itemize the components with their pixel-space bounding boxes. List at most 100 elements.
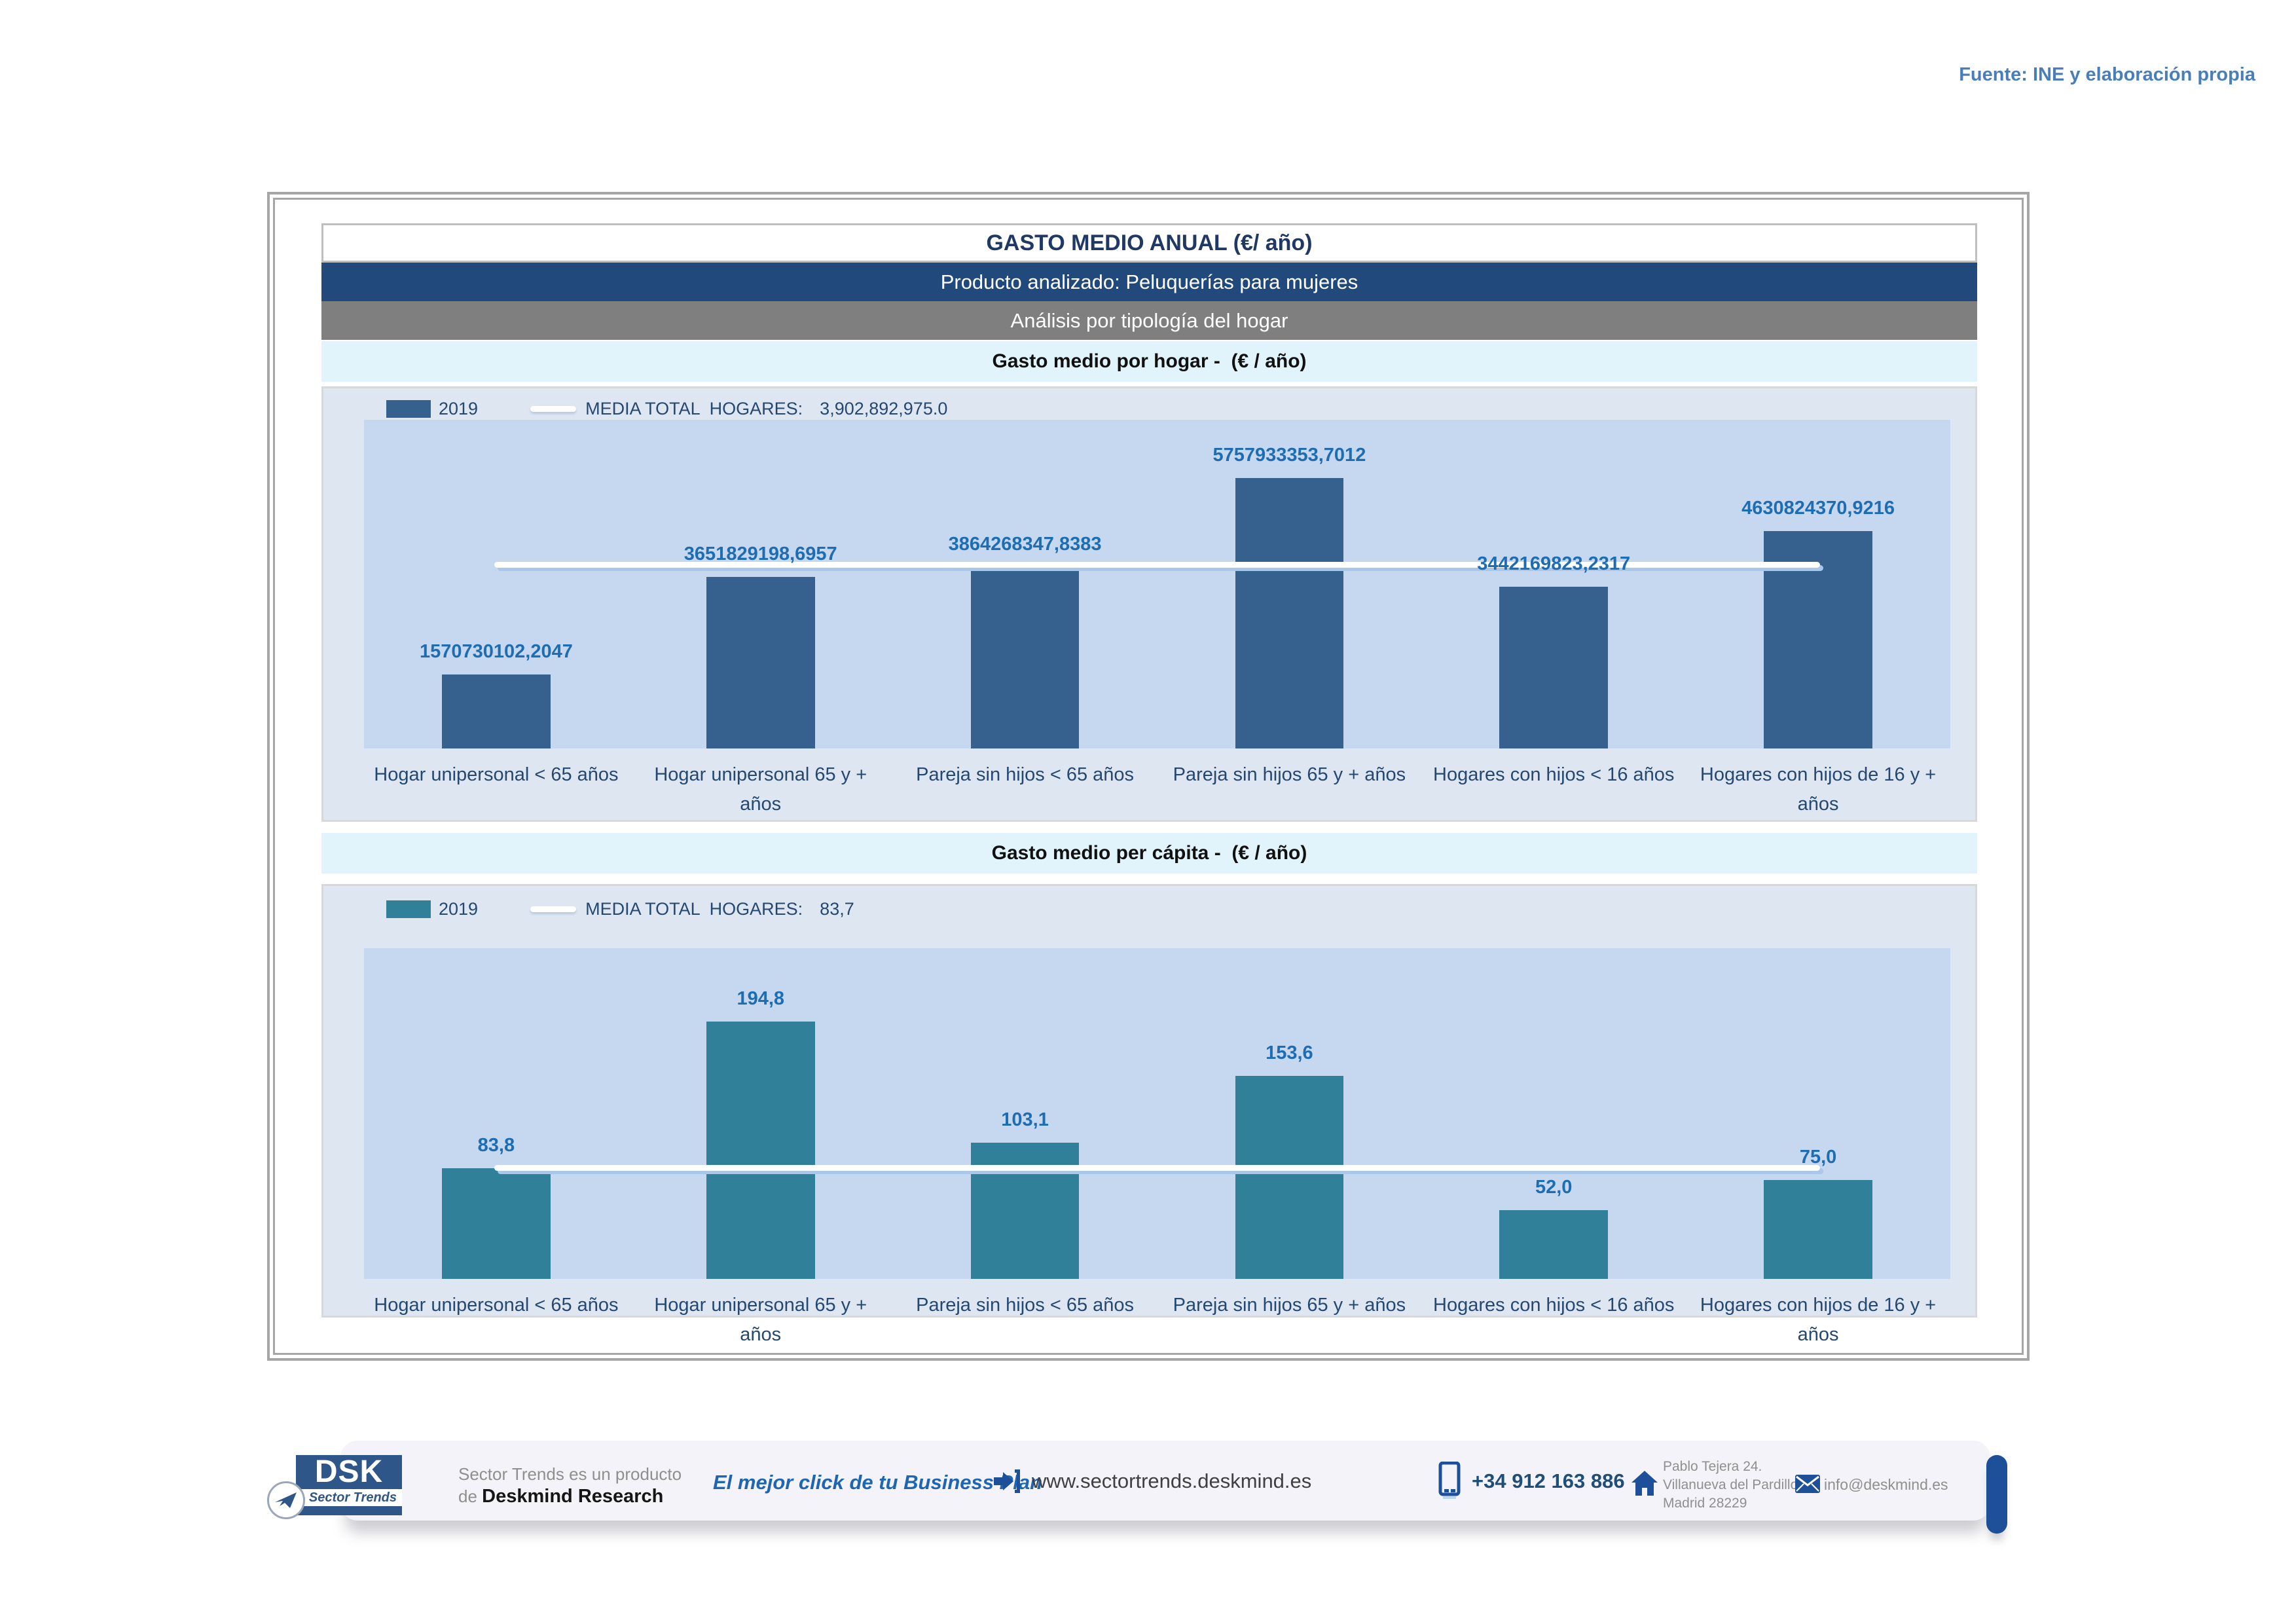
page-title: GASTO MEDIO ANUAL (€/ año) [321,223,1977,263]
footer-tagline: El mejor click de tu Business Plan [713,1471,1043,1494]
chart2-bar-value: 52,0 [1535,1176,1573,1198]
product-analyzed-bar: Producto analizado: Peluquerías para muj… [321,263,1977,301]
chart2-bar [442,1168,551,1279]
chart2-category-label: Hogares con hijos de 16 y + años [1700,1295,1937,1345]
footer-address: Pablo Tejera 24. Villanueva del Pardillo… [1663,1458,1802,1513]
chart2-legend-media-value: 83,7 [820,899,854,919]
chart2-bar-value: 103,1 [1001,1109,1049,1130]
chart1-bar [706,577,815,748]
chart2-category-axis: Hogar unipersonal < 65 años Hogar uniper… [364,1287,1950,1354]
chart2-bar-cell: 103,1 [893,948,1157,1279]
envelope-icon [1795,1475,1820,1496]
chart1-bar [1235,478,1344,748]
chart1-legend-year-swatch [386,400,431,418]
chart1-category-axis: Hogar unipersonal < 65 años Hogar uniper… [364,756,1950,823]
chart2-bar-cell: 194,8 [629,948,893,1279]
analysis-type-bar: Análisis por tipología del hogar [321,301,1977,340]
chart1-bar-value: 3442169823,2317 [1477,553,1631,575]
footer-email[interactable]: info@deskmind.es [1824,1476,1948,1493]
chart1-bar-cell: 3651829198,6957 [629,420,893,748]
chart1-bar-value: 3864268347,8383 [948,533,1102,555]
dsk-logo-sublabel: Sector Trends [308,1490,397,1505]
footer-product-line2-prefix: de [458,1486,483,1506]
chart2-bar-value: 194,8 [737,987,785,1009]
arrow-bracket-icon [993,1467,1024,1499]
chart2-legend: 2019 MEDIA TOTAL HOGARES: 83,7 [386,899,854,919]
chart2-bar [706,1021,815,1279]
chart2-category-label: Pareja sin hijos 65 y + años [1173,1295,1406,1316]
chart1-bar-cell: 5757933353,7012 [1157,420,1421,748]
chart2-category-label: Pareja sin hijos < 65 años [916,1295,1135,1316]
chart2-bar-cell: 75,0 [1686,948,1950,1279]
chart2-bar [1764,1179,1872,1279]
footer-website-link[interactable]: www.sectortrends.deskmind.es [1032,1469,1312,1492]
chart2-bar [1235,1075,1344,1279]
footer-phone-number[interactable]: +34 912 163 886 [1472,1469,1625,1492]
chart1-category-label: Hogares con hijos < 16 años [1433,764,1675,785]
chart1-media-line [494,562,1821,568]
chart1-category-label: Hogar unipersonal < 65 años [374,764,619,785]
house-icon [1631,1471,1658,1499]
chart1-bar [970,566,1080,748]
chart1-legend-media-label: MEDIA TOTAL HOGARES: [585,399,803,418]
phone-icon [1438,1461,1461,1503]
chart2-legend-media-label: MEDIA TOTAL HOGARES: [585,899,803,919]
chart2-legend-year-swatch [386,900,431,918]
chart1-section-title: Gasto medio por hogar - (€ / año) [321,341,1977,382]
chart1-bar-cell: 4630824370,9216 [1686,420,1950,748]
chart-gasto-medio-por-hogar: 2019 MEDIA TOTAL HOGARES: 3,902,892,975.… [321,386,1977,822]
chart2-bar [970,1142,1080,1279]
footer-address-line2: Villanueva del Pardillo. [1663,1477,1802,1492]
dsk-logo-acronym: DSK [314,1454,384,1489]
chart1-bar-cell: 3864268347,8383 [893,420,1157,748]
chart1-category-label: Pareja sin hijos < 65 años [916,764,1135,785]
chart2-plot-area: 83,8 194,8 103,1 153,6 52,0 75,0 [364,948,1950,1279]
chart-gasto-medio-per-capita: 2019 MEDIA TOTAL HOGARES: 83,7 83,8 194,… [321,884,1977,1345]
report-frame [267,192,2030,1361]
dsk-logo: DSK Sector Trends [296,1455,402,1515]
chart2-category-label: Hogar unipersonal < 65 años [374,1295,619,1316]
dsk-logo-bottom-strip [296,1506,402,1515]
chart2-category-label: Hogares con hijos < 16 años [1433,1295,1675,1316]
chart1-legend-year-label: 2019 [439,399,479,418]
footer-product-line1: Sector Trends es un producto [458,1464,682,1484]
chart2-bar-value: 83,8 [477,1134,515,1156]
chart1-bar [442,674,551,748]
source-note: Fuente: INE y elaboración propia [1959,64,2255,85]
chart2-category-label: Hogar unipersonal 65 y + años [654,1295,867,1345]
chart2-legend-media-line-swatch [530,906,577,912]
paper-plane-icon [267,1481,305,1519]
chart2-media-line [494,1164,1821,1171]
chart2-bar [1499,1209,1608,1279]
chart1-bar-value: 5757933353,7012 [1212,445,1366,466]
chart1-bar-cell: 1570730102,2047 [364,420,629,748]
footer-bar [340,1441,1990,1521]
footer-address-line1: Pablo Tejera 24. [1663,1459,1762,1474]
chart2-bar-cell: 52,0 [1421,948,1686,1279]
footer-company-name: Deskmind Research [482,1486,664,1507]
chart1-bar [1499,587,1608,748]
chart1-legend-media-value: 3,902,892,975.0 [820,399,948,418]
chart2-bar-value: 75,0 [1799,1146,1837,1168]
chart1-category-label: Pareja sin hijos 65 y + años [1173,764,1406,785]
chart1-bar-value: 4630824370,9216 [1741,497,1895,519]
footer-end-accent [1986,1455,2007,1534]
chart2-bar-value: 153,6 [1266,1042,1313,1063]
chart1-plot-area: 1570730102,2047 3651829198,6957 38642683… [364,420,1950,748]
report-frame-inner [273,198,2024,1355]
chart1-bar-cell: 3442169823,2317 [1421,420,1686,748]
dsk-logo-strip: Sector Trends [296,1489,402,1506]
chart2-bar-cell: 83,8 [364,948,629,1279]
chart1-category-label: Hogar unipersonal 65 y + años [654,764,867,815]
chart1-legend-media-line-swatch [530,406,577,412]
footer-product-text: Sector Trends es un producto de Deskmind… [458,1463,682,1507]
chart1-bar-value: 1570730102,2047 [419,641,573,663]
chart2-section-title: Gasto medio per cápita - (€ / año) [321,833,1977,874]
chart1-category-label: Hogares con hijos de 16 y + años [1700,764,1937,815]
chart1-bar-value: 3651829198,6957 [683,544,837,565]
chart2-bar-cell: 153,6 [1157,948,1421,1279]
chart1-legend: 2019 MEDIA TOTAL HOGARES: 3,902,892,975.… [386,399,947,419]
chart2-legend-year-label: 2019 [439,899,479,919]
footer-address-line3: Madrid 28229 [1663,1496,1747,1511]
